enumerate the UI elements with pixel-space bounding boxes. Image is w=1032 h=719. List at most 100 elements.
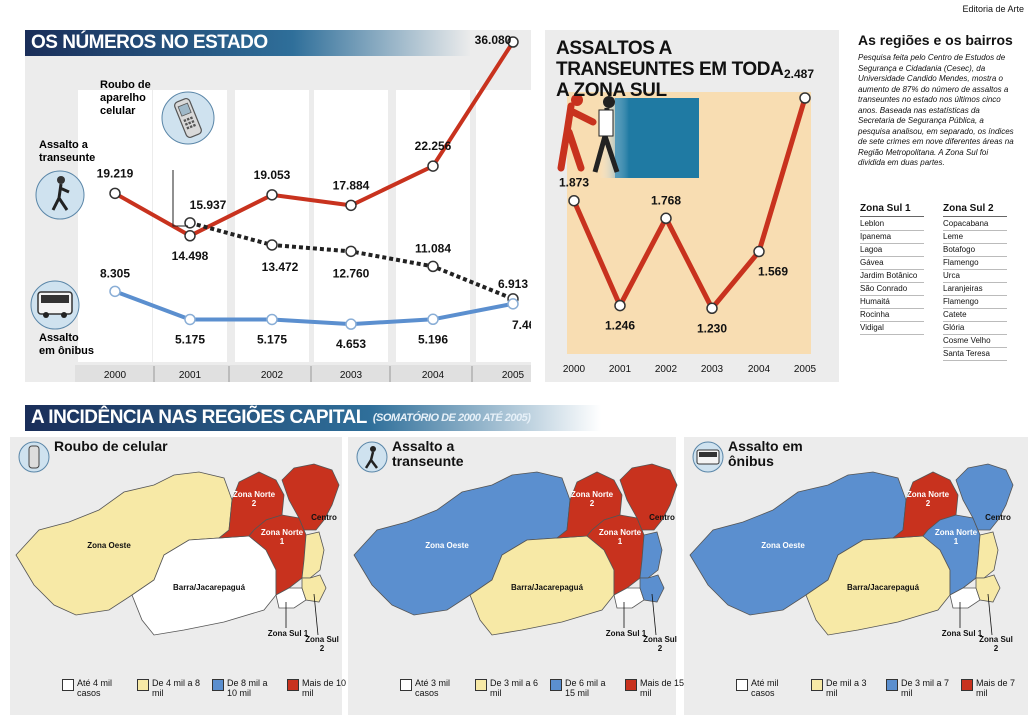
- legend-item: Mais de 7 mil: [961, 678, 1028, 698]
- data-label: 1.873: [559, 176, 589, 190]
- pedestrian-icon: [356, 441, 388, 473]
- regions-title: A INCIDÊNCIA NAS REGIÕES CAPITAL: [31, 407, 367, 428]
- label-zona-sul-2: Zona Sul 2: [979, 635, 1013, 653]
- map-title: Roubo de celular: [54, 438, 168, 454]
- legend-label: De mil a 3 mil: [826, 678, 867, 698]
- bus-figure: [37, 291, 73, 318]
- data-label: 19.219: [97, 166, 134, 180]
- data-point: [753, 245, 765, 258]
- label-zona-sul-1: Zona Sul 1: [268, 629, 309, 638]
- robber-body: [557, 102, 597, 172]
- regions-header: A INCIDÊNCIA NAS REGIÕES CAPITAL (SOMATÓ…: [25, 405, 601, 431]
- phone-icon: [174, 97, 202, 139]
- side-title: As regiões e os bairros: [858, 32, 1013, 48]
- year-band: [476, 90, 531, 362]
- data-point: [266, 189, 278, 201]
- robber-head: [571, 94, 583, 106]
- region-zona-norte-2: [217, 471, 285, 539]
- bus-icon: [692, 441, 724, 473]
- label-centro: Centro: [985, 513, 1011, 522]
- x-tick-label: 2002: [261, 370, 284, 381]
- label-centro: Centro: [649, 513, 675, 522]
- data-label: 15.937: [190, 198, 227, 212]
- legend-label: Mais de 10 mil: [302, 678, 347, 698]
- series-label-phone: Roubo de aparelho celular: [100, 79, 151, 117]
- map-legend: Até mil casos De mil a 3 mil De 3 mil a 7 …: [736, 678, 1028, 698]
- leader-line: [651, 593, 657, 636]
- neighborhood-item: São Conrado: [860, 283, 924, 296]
- legend-item: Até 3 mil casos: [400, 678, 467, 698]
- legend-swatch: [550, 679, 562, 691]
- state-line-chart: 2000 2001 2002 2003 2004 2005 19.219 14.498 19.0…: [30, 33, 531, 382]
- data-label: 14.498: [172, 249, 209, 263]
- zona-sul-1-header: Zona Sul 1: [860, 203, 924, 217]
- data-point: [706, 302, 718, 315]
- zonasul-line-chart: 1.873 1.246 1.768 1.230 1.569 2.487 2000 2001 20…: [557, 67, 817, 375]
- data-label: 1.569: [758, 265, 788, 279]
- label-barra: Barra/Jacarepaguá: [847, 583, 920, 592]
- data-point: [109, 285, 121, 298]
- x-tick-label: 2001: [609, 364, 632, 375]
- region-centro: [975, 531, 999, 579]
- data-point: [345, 318, 357, 330]
- robbery-illustration: [557, 94, 620, 173]
- region-niteroi: [619, 463, 678, 531]
- data-label: 11.084: [415, 241, 451, 255]
- neighborhood-item: Vidigal: [860, 322, 924, 335]
- phone-key: [183, 118, 187, 123]
- person-head: [57, 176, 65, 184]
- data-point: [184, 217, 196, 229]
- data-label: 8.305: [100, 266, 130, 280]
- neighborhood-item: Glória: [943, 322, 1007, 335]
- legend-item: Até mil casos: [736, 678, 803, 698]
- data-label: 17.884: [333, 178, 370, 192]
- phone-key: [192, 123, 196, 127]
- phone-key: [186, 126, 190, 130]
- legend-swatch: [212, 679, 224, 691]
- bus-wheel: [61, 312, 67, 318]
- year-band: [314, 90, 388, 362]
- data-point: [345, 199, 357, 212]
- region-zona-sul-2: [301, 574, 327, 603]
- legend-item: Mais de 15 mil: [625, 678, 692, 698]
- label-zona-norte-1: Zona Norte 1: [261, 528, 304, 546]
- label-zona-oeste: Zona Oeste: [87, 541, 131, 550]
- neighborhood-item: Flamengo: [943, 296, 1007, 309]
- leader-line: [313, 593, 319, 636]
- legend-swatch: [736, 679, 748, 691]
- victim-shirt: [598, 109, 614, 137]
- x-tick-label: 2004: [422, 370, 445, 381]
- person-body: [364, 451, 378, 469]
- zonasul-chart-title: ASSALTOS A TRANSEUNTES EM TODA A ZONA SU…: [556, 38, 783, 101]
- legend-label: Até 3 mil casos: [415, 678, 451, 698]
- data-label: 5.175: [175, 332, 205, 346]
- data-point: [568, 194, 580, 207]
- label-zona-sul-2: Zona Sul 2: [643, 635, 677, 653]
- person-head: [370, 446, 376, 452]
- region-centro: [301, 531, 325, 579]
- state-chart-header: OS NÚMEROS NO ESTADO: [25, 30, 471, 56]
- bus-window: [41, 295, 69, 303]
- data-label: 12.760: [333, 266, 370, 280]
- data-label: 22.256: [415, 139, 452, 153]
- x-tick-label: 2000: [104, 370, 127, 381]
- data-label: 1.768: [651, 193, 681, 207]
- neighborhood-item: Leme: [943, 231, 1007, 244]
- regions-subtitle: (SOMATÓRIO DE 2000 ATÉ 2005): [372, 412, 531, 424]
- data-label: 19.053: [254, 168, 291, 182]
- x-tick-label: 2004: [748, 364, 771, 375]
- data-point: [109, 187, 121, 200]
- data-point: [660, 212, 672, 225]
- phone-icon: [18, 441, 50, 473]
- data-label: 36.080: [475, 33, 512, 47]
- label-zona-oeste: Zona Oeste: [761, 541, 805, 550]
- bus-wheel: [43, 312, 49, 318]
- legend-item: De mil a 3 mil: [811, 678, 878, 698]
- year-band: [78, 90, 152, 362]
- legend-item: De 6 mil a 15 mil: [550, 678, 617, 698]
- x-tick-label: 2001: [179, 370, 202, 381]
- label-zona-norte-2: Zona Norte 2: [907, 490, 950, 508]
- legend-swatch: [886, 679, 898, 691]
- legend-swatch: [287, 679, 299, 691]
- leader-line: [987, 593, 993, 636]
